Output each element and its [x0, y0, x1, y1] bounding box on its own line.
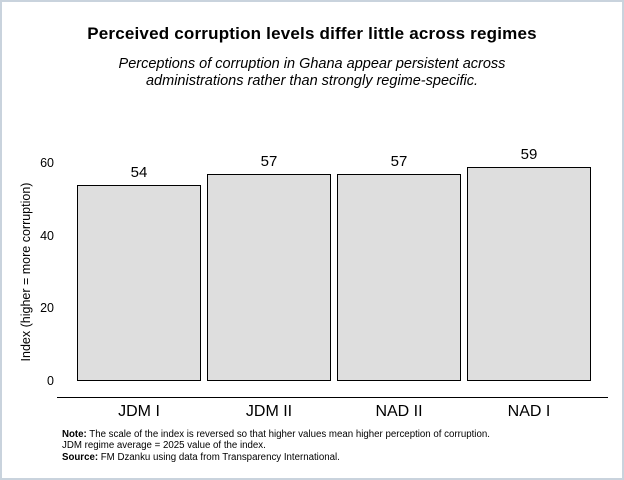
footnote-line: JDM regime average = 2025 value of the i…: [62, 440, 490, 451]
x-category-label: JDM I: [118, 403, 160, 420]
y-tick-label: 20: [40, 301, 54, 316]
chart-subtitle-line-2: administrations rather than strongly reg…: [145, 73, 479, 89]
chart-subtitle: Perceptions of corruption in Ghana appea…: [2, 56, 622, 90]
chart-title: Perceived corruption levels differ littl…: [87, 24, 537, 43]
footnote-line: Source: FM Dzanku using data from Transp…: [62, 452, 490, 463]
footnote-block: Note: The scale of the index is reversed…: [62, 429, 490, 463]
y-tick-label: 60: [40, 156, 54, 171]
bar: [77, 184, 201, 381]
footnote-source-prefix: Source:: [62, 451, 99, 463]
bar-value-label: 54: [130, 163, 148, 181]
footnote-plain-text: JDM regime average = 2025 value of the i…: [62, 440, 266, 452]
footnote-note-prefix: Note:: [62, 429, 87, 440]
x-category-label: JDM II: [245, 403, 293, 420]
x-category-label: NAD II: [375, 403, 423, 420]
bar-value-label: 57: [390, 152, 408, 170]
bar: [467, 166, 591, 381]
x-category-label: NAD I: [507, 403, 551, 420]
chart-subtitle-line-1: Perceptions of corruption in Ghana appea…: [118, 56, 506, 72]
footnote-note-text: The scale of the index is reversed so th…: [86, 429, 490, 440]
footnote-source-text: FM Dzanku using data from Transparency I…: [98, 451, 340, 463]
bar-value-label: 57: [260, 152, 278, 170]
bar-value-label: 59: [520, 145, 538, 163]
bar: [207, 173, 331, 381]
x-axis-line: [57, 397, 608, 399]
y-tick-label: 40: [40, 228, 54, 243]
footnote-line: Note: The scale of the index is reversed…: [62, 429, 490, 440]
bar: [337, 173, 461, 381]
y-tick-label: 0: [47, 374, 54, 388]
